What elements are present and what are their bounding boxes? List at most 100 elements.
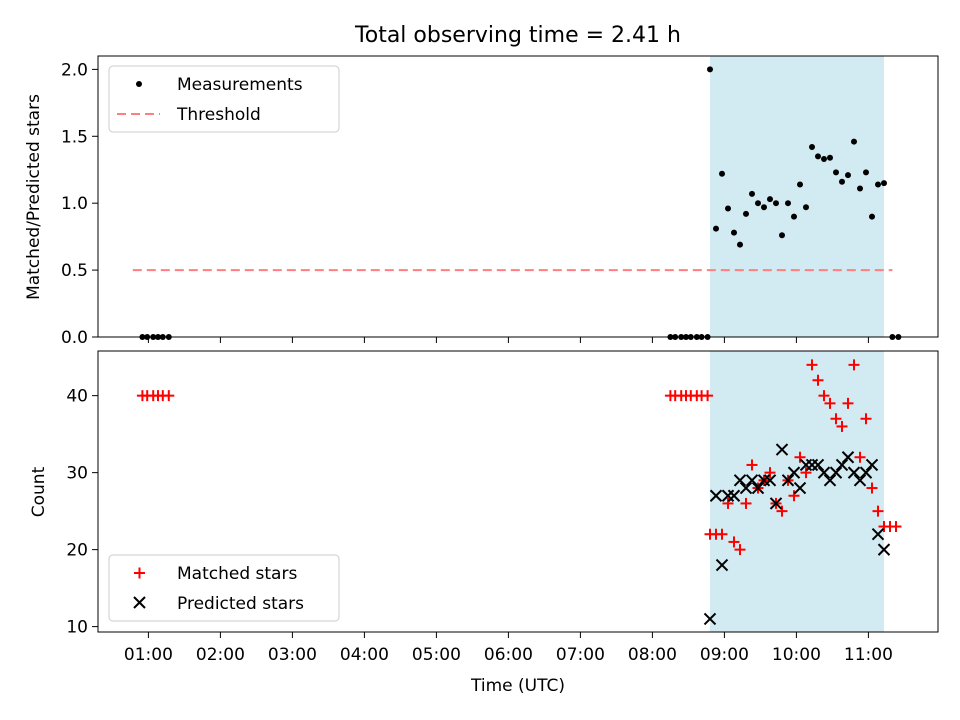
predicted-star-point — [709, 489, 723, 502]
predicted-star-point — [727, 489, 741, 502]
measurement-point — [707, 66, 713, 73]
measurement-point — [845, 172, 851, 179]
x-tick-label: 09:00 — [700, 645, 749, 665]
predicted-star-point — [703, 612, 717, 626]
bottom-legend: Matched stars Predicted stars — [108, 554, 340, 622]
measurement-point — [743, 210, 749, 217]
measurement-point — [803, 204, 809, 211]
predicted-star-point — [829, 466, 843, 479]
x-axis-label: Time (UTC) — [470, 676, 565, 696]
x-tick-label: 02:00 — [196, 645, 245, 665]
predicted-star-point — [817, 466, 831, 479]
measurement-point — [857, 185, 863, 192]
matched-star-point — [764, 467, 776, 479]
measurement-point — [749, 190, 755, 197]
x-tick-label: 06:00 — [484, 645, 533, 665]
legend-measurements-label: Measurements — [177, 75, 303, 95]
measurement-point — [851, 138, 857, 145]
matched-star-point — [740, 497, 752, 509]
top-x-ticks — [147, 337, 869, 343]
matched-star-point — [842, 397, 854, 409]
measurement-point — [839, 178, 845, 185]
measurement-point — [875, 181, 881, 188]
measurement-point — [815, 153, 821, 160]
top-y-tick-label: 2.0 — [61, 60, 88, 80]
measurement-point — [821, 156, 827, 163]
matched-star-point — [872, 505, 884, 517]
measurement-point — [797, 181, 803, 188]
predicted-star-point — [745, 474, 759, 487]
matched-star-point — [800, 467, 812, 479]
bottom-legend-box — [108, 554, 340, 622]
x-tick-label: 03:00 — [268, 645, 317, 665]
measurement-point — [725, 205, 731, 212]
x-tick-label: 01:00 — [124, 645, 173, 665]
matched-star-point — [854, 451, 866, 463]
predicted-star-point — [811, 458, 825, 472]
x-axis: 01:00 02:00 03:00 04:00 05:00 06:00 07:00 08:00… — [124, 632, 893, 665]
measurement-point — [779, 232, 785, 239]
measurement-point — [869, 213, 875, 220]
top-y-tick-label: 1.5 — [61, 127, 88, 147]
top-legend-box — [108, 65, 340, 133]
matched-star-point — [848, 359, 860, 371]
matched-star-point — [776, 505, 788, 517]
predicted-star-point — [793, 481, 807, 495]
predicted-star-point — [715, 558, 729, 572]
matched-star-point — [163, 390, 175, 402]
legend-predicted-label: Predicted stars — [177, 594, 304, 614]
matched-star-point — [794, 451, 806, 463]
top-y-tick-label: 0.0 — [61, 328, 88, 348]
top-y-tick-label: 1.0 — [61, 194, 88, 214]
legend-matched-marker — [134, 567, 145, 579]
x-tick-label: 08:00 — [628, 645, 677, 665]
predicted-star-point — [733, 474, 747, 487]
matched-star-point — [818, 390, 830, 402]
predicted-star-point — [739, 481, 753, 495]
matched-star-point — [836, 420, 848, 432]
x-tick-label: 05:00 — [412, 645, 461, 665]
bottom-y-tick-label: 20 — [66, 541, 88, 561]
measurement-point — [833, 169, 839, 176]
measurement-point — [863, 169, 869, 176]
top-y-axis: 0.0 0.5 1.0 1.5 2.0 — [61, 60, 98, 348]
measurement-point — [827, 154, 833, 161]
top-shade-band — [710, 56, 884, 337]
count-points — [136, 359, 902, 626]
top-plot-frame — [97, 55, 939, 338]
matched-star-point — [860, 413, 872, 425]
matched-star-point — [716, 528, 728, 540]
predicted-star-point — [775, 443, 789, 456]
legend-matched-label: Matched stars — [177, 564, 297, 584]
x-tick-label: 11:00 — [844, 645, 893, 665]
measurement-point — [713, 225, 719, 232]
top-y-tick-label: 0.5 — [61, 261, 88, 281]
matched-star-point — [806, 359, 818, 371]
predicted-star-point — [859, 466, 873, 479]
x-tick-label: 10:00 — [772, 645, 821, 665]
measurement-point — [785, 200, 791, 207]
predicted-star-point — [847, 466, 861, 479]
predicted-star-point — [853, 474, 867, 487]
matched-star-point — [866, 482, 878, 494]
matched-star-point — [746, 459, 758, 471]
legend-threshold-label: Threshold — [176, 105, 261, 125]
measurement-point — [761, 204, 767, 211]
measurement-point — [767, 196, 773, 203]
matched-star-point — [890, 521, 902, 533]
bottom-plot-frame — [97, 350, 939, 633]
legend-measurements-marker — [136, 81, 142, 87]
bottom-y-axis: 10 20 30 40 — [66, 387, 98, 638]
predicted-star-point — [841, 451, 855, 464]
measurement-point — [755, 200, 761, 207]
top-panel: 0.00.51.01.52.0 Matched/Predicted stars … — [24, 55, 939, 348]
measurement-point — [881, 180, 887, 187]
predicted-star-point — [865, 458, 879, 472]
chart-title: Total observing time = 2.41 h — [354, 23, 681, 48]
predicted-star-point — [877, 543, 891, 556]
matched-star-point — [824, 397, 836, 409]
bottom-y-tick-label: 40 — [66, 387, 88, 407]
measurement-point — [731, 229, 737, 236]
